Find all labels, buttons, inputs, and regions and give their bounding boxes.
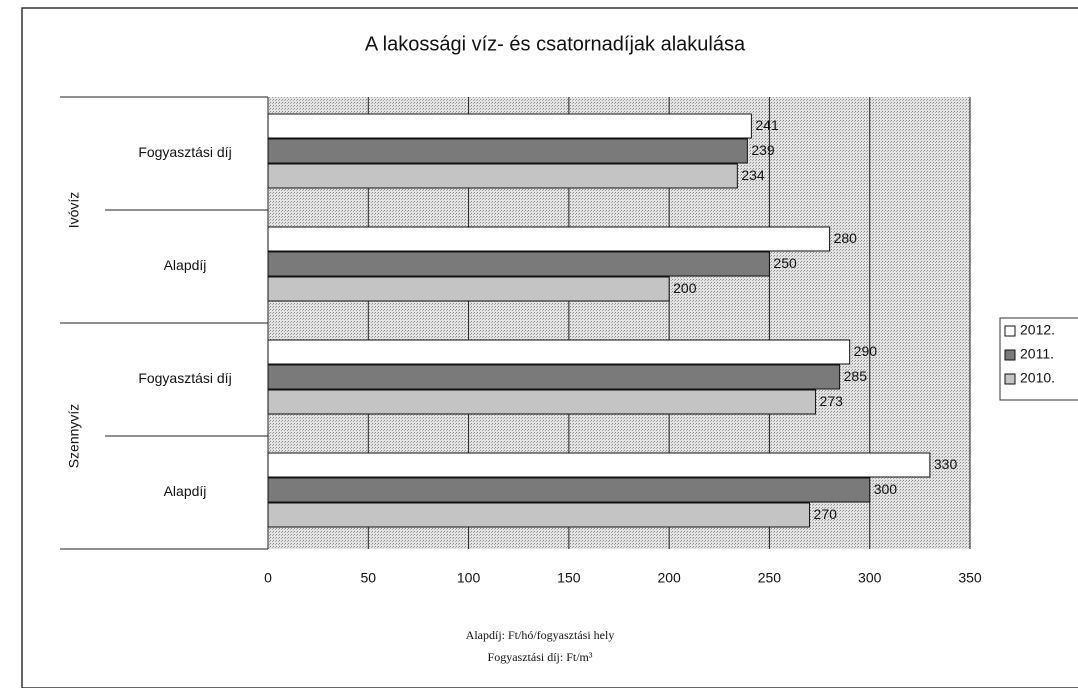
x-tick-label: 100	[457, 570, 481, 586]
legend-swatch	[1004, 373, 1016, 385]
x-tick-label: 50	[360, 570, 376, 586]
legend-swatch	[1004, 349, 1016, 361]
group-label: Szennyvíz	[66, 404, 82, 469]
value-label: 285	[844, 368, 868, 384]
x-tick-label: 300	[858, 570, 882, 586]
bar	[267, 226, 831, 252]
value-label: 200	[673, 280, 697, 296]
group-label: Ivóvíz	[66, 192, 82, 229]
category-label: Fogyasztási díj	[138, 144, 231, 160]
bar	[267, 502, 811, 528]
value-label: 290	[854, 343, 878, 359]
x-tick-label: 250	[758, 570, 782, 586]
bar	[267, 452, 931, 478]
bar	[267, 364, 841, 390]
bar	[267, 138, 748, 164]
bar	[267, 477, 871, 503]
note: Alapdíj: Ft/hó/fogyasztási hely	[466, 628, 615, 642]
note: Fogyasztási díj: Ft/m³	[488, 650, 593, 664]
category-label: Fogyasztási díj	[138, 370, 231, 386]
legend-label: 2010.	[1020, 370, 1055, 386]
x-tick-label: 350	[958, 570, 982, 586]
bar	[267, 113, 752, 139]
bar	[267, 276, 670, 302]
value-label: 250	[773, 255, 797, 271]
value-label: 273	[820, 393, 844, 409]
bar	[267, 339, 851, 365]
bar	[267, 389, 817, 415]
x-tick-label: 200	[657, 570, 681, 586]
bar	[267, 251, 770, 277]
value-label: 300	[874, 481, 898, 497]
value-label: 241	[755, 117, 779, 133]
value-label: 270	[814, 506, 838, 522]
chart-title: A lakossági víz- és csatornadíjak alakul…	[365, 33, 746, 55]
value-label: 239	[751, 142, 775, 158]
x-tick-label: 0	[264, 570, 272, 586]
bar	[267, 163, 738, 189]
value-label: 280	[834, 230, 858, 246]
value-label: 234	[741, 167, 765, 183]
value-label: 330	[934, 456, 958, 472]
legend-swatch	[1004, 325, 1016, 337]
x-tick-label: 150	[557, 570, 581, 586]
category-label: Alapdíj	[164, 257, 207, 273]
legend-label: 2011.	[1020, 346, 1054, 362]
category-label: Alapdíj	[164, 483, 207, 499]
legend-label: 2012.	[1020, 322, 1055, 338]
